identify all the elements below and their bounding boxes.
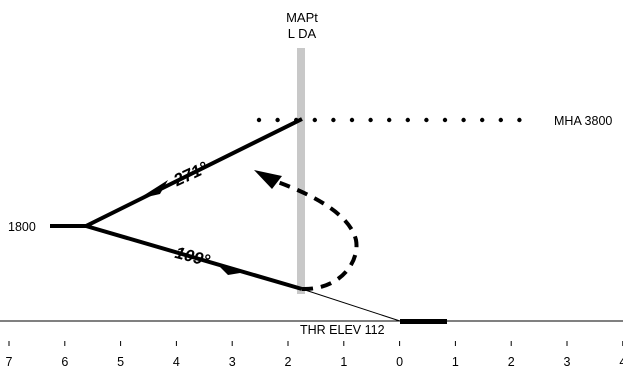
mha-dot xyxy=(368,117,373,123)
left-altitude-label: 1800 xyxy=(8,220,36,234)
distance-tick-label: 7 xyxy=(6,355,13,369)
outbound-arrow-icon xyxy=(216,263,246,275)
mha-dot xyxy=(424,117,429,123)
distance-tick-label: 0 xyxy=(396,355,403,369)
mha-label: MHA 3800 xyxy=(554,114,612,128)
outbound-track-label: 109° xyxy=(173,243,212,271)
outbound-leg xyxy=(85,224,303,291)
mha-dot xyxy=(275,117,280,123)
mapt-label-da: L DA xyxy=(288,26,317,41)
threshold-label: THR ELEV 112 xyxy=(300,323,385,337)
distance-tick-label: 2 xyxy=(508,355,515,369)
mha-dot xyxy=(331,117,336,123)
mha-dot xyxy=(387,117,392,123)
distance-tick-label: 1 xyxy=(340,355,347,369)
distance-tick-label: 2 xyxy=(285,355,292,369)
distance-scale: 7 6 5 4 3 2 1 0 1 2 3 4 xyxy=(6,341,623,369)
runway-bar xyxy=(400,319,447,324)
procedure-turn-dashed xyxy=(271,178,359,292)
inbound-arrow-icon xyxy=(138,180,168,199)
mha-dot xyxy=(312,117,317,123)
mha-dot xyxy=(461,117,466,123)
mapt-marker-bar xyxy=(297,48,305,294)
distance-tick-label: 3 xyxy=(564,355,571,369)
mha-dotted-line xyxy=(256,117,522,123)
distance-tick-label: 3 xyxy=(229,355,236,369)
mha-dot xyxy=(480,117,485,123)
distance-tick-label: 6 xyxy=(61,355,68,369)
mha-dot xyxy=(405,117,410,123)
mha-dot xyxy=(498,117,503,123)
distance-tick-label: 4 xyxy=(619,355,623,369)
mha-dot xyxy=(349,117,355,123)
inbound-track-label: 271° xyxy=(170,158,211,191)
procedure-turn-arrow-icon xyxy=(254,170,282,189)
mapt-label: MAPt xyxy=(286,10,318,25)
distance-tick-label: 5 xyxy=(117,355,124,369)
final-descent-line xyxy=(301,288,401,322)
mha-dot xyxy=(517,117,522,123)
mha-dot xyxy=(442,117,448,123)
mha-dot xyxy=(256,117,262,123)
distance-tick-label: 4 xyxy=(173,355,180,369)
distance-tick-label: 1 xyxy=(452,355,459,369)
